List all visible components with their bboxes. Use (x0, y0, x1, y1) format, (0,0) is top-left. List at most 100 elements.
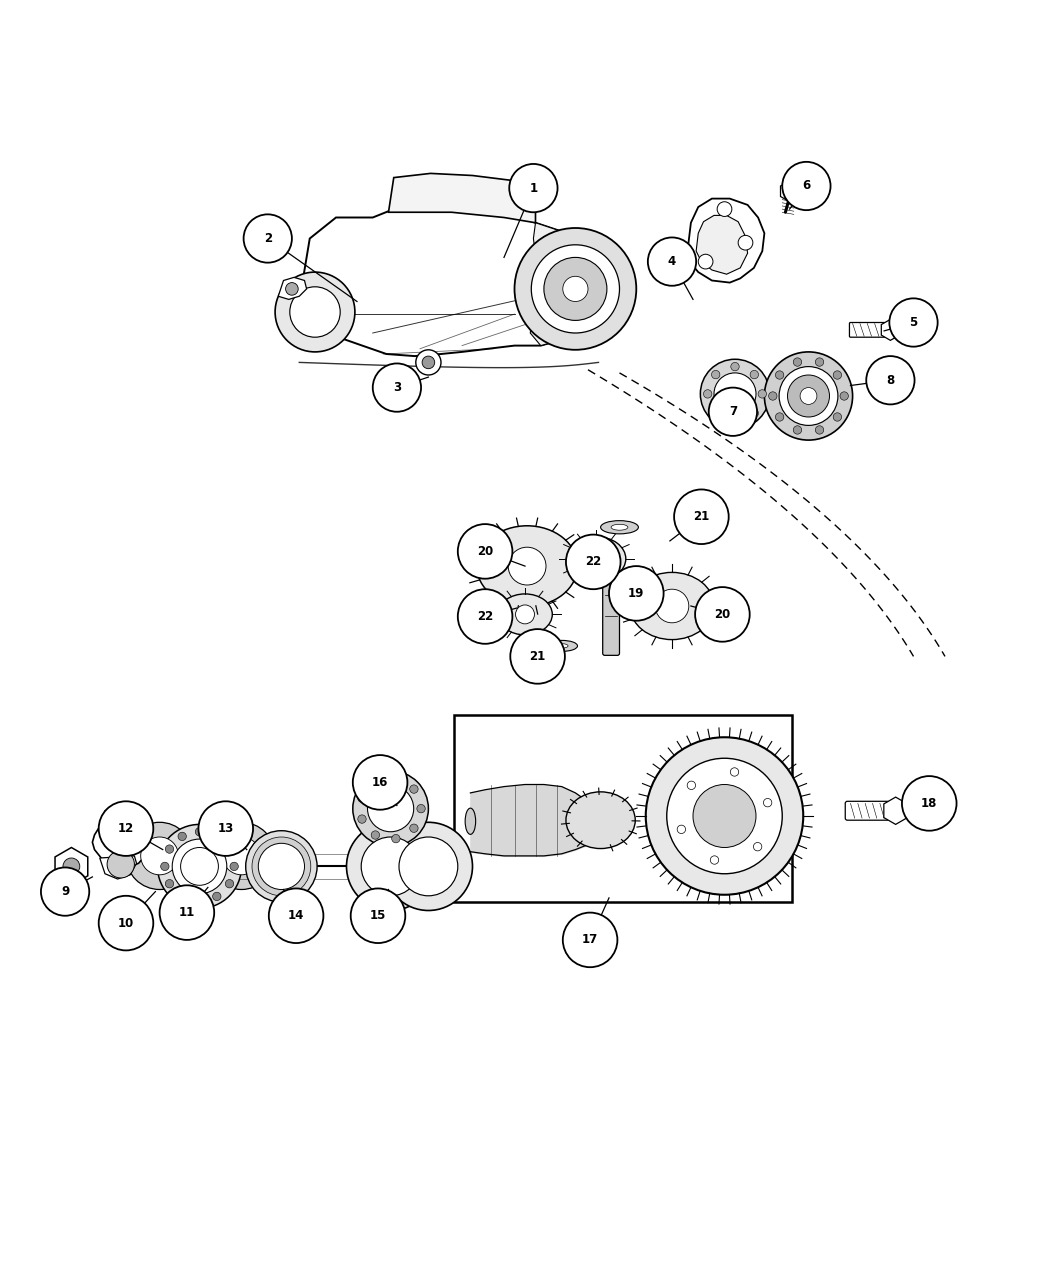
Text: 17: 17 (582, 933, 598, 946)
Circle shape (563, 277, 588, 301)
Polygon shape (100, 856, 136, 878)
Circle shape (750, 371, 758, 379)
Circle shape (793, 426, 801, 435)
Text: 13: 13 (217, 822, 234, 835)
Circle shape (834, 371, 842, 379)
Circle shape (710, 856, 718, 864)
Text: 9: 9 (61, 885, 69, 898)
Circle shape (712, 409, 720, 417)
Text: 21: 21 (529, 650, 546, 663)
Circle shape (510, 629, 565, 683)
Text: 20: 20 (714, 608, 731, 621)
Circle shape (714, 372, 756, 414)
Circle shape (177, 892, 187, 900)
Circle shape (458, 524, 512, 579)
Circle shape (458, 589, 512, 644)
Ellipse shape (498, 594, 552, 635)
Ellipse shape (567, 537, 626, 581)
Circle shape (586, 548, 607, 569)
Circle shape (223, 836, 260, 875)
Circle shape (731, 417, 739, 426)
Circle shape (353, 771, 428, 847)
Circle shape (800, 388, 817, 404)
FancyBboxPatch shape (603, 567, 620, 655)
Circle shape (738, 236, 753, 250)
Circle shape (161, 862, 169, 871)
Circle shape (226, 845, 234, 853)
Circle shape (372, 831, 380, 839)
Text: 3: 3 (393, 381, 401, 394)
FancyBboxPatch shape (849, 323, 885, 337)
Circle shape (160, 885, 214, 940)
Text: 18: 18 (921, 797, 938, 810)
Circle shape (834, 413, 842, 421)
Circle shape (373, 363, 421, 412)
Circle shape (563, 913, 617, 968)
Circle shape (99, 801, 153, 856)
Circle shape (866, 356, 915, 404)
Text: 6: 6 (802, 180, 811, 193)
Polygon shape (686, 199, 764, 283)
Circle shape (782, 162, 831, 210)
Circle shape (275, 272, 355, 352)
Ellipse shape (611, 524, 628, 530)
Text: 2: 2 (264, 232, 272, 245)
Ellipse shape (477, 525, 578, 607)
Circle shape (361, 836, 420, 896)
Circle shape (126, 822, 193, 890)
Text: 10: 10 (118, 917, 134, 929)
Circle shape (181, 848, 218, 885)
Circle shape (372, 778, 380, 787)
Polygon shape (388, 173, 536, 223)
Circle shape (769, 391, 777, 400)
Polygon shape (92, 821, 149, 868)
Circle shape (410, 785, 418, 793)
Circle shape (764, 352, 853, 440)
Circle shape (417, 805, 425, 813)
Circle shape (208, 822, 275, 890)
Circle shape (698, 254, 713, 269)
Circle shape (758, 390, 766, 398)
Text: 22: 22 (585, 556, 602, 569)
Circle shape (252, 836, 311, 896)
Circle shape (226, 880, 234, 887)
Circle shape (544, 258, 607, 320)
Circle shape (674, 490, 729, 544)
Polygon shape (294, 205, 601, 356)
Circle shape (609, 566, 664, 621)
Circle shape (165, 880, 173, 887)
Circle shape (775, 413, 783, 421)
Circle shape (258, 843, 304, 890)
Circle shape (775, 371, 783, 379)
Ellipse shape (465, 808, 476, 834)
Circle shape (358, 794, 366, 802)
Circle shape (212, 892, 220, 900)
Circle shape (646, 737, 803, 895)
Circle shape (667, 759, 782, 873)
Circle shape (840, 391, 848, 400)
Circle shape (816, 426, 824, 435)
Circle shape (172, 839, 227, 894)
Circle shape (566, 534, 621, 589)
Text: 20: 20 (477, 544, 493, 558)
Circle shape (700, 360, 770, 428)
Circle shape (889, 298, 938, 347)
Circle shape (165, 845, 173, 853)
Text: 21: 21 (693, 510, 710, 523)
Circle shape (286, 283, 298, 296)
Circle shape (712, 371, 720, 379)
Circle shape (290, 287, 340, 337)
Circle shape (788, 375, 830, 417)
Circle shape (754, 843, 762, 850)
Circle shape (709, 388, 757, 436)
Circle shape (902, 776, 957, 831)
Circle shape (677, 825, 686, 834)
Ellipse shape (601, 520, 638, 534)
Circle shape (141, 836, 179, 875)
Circle shape (346, 822, 435, 910)
Circle shape (750, 409, 758, 417)
Polygon shape (100, 806, 136, 829)
Circle shape (198, 801, 253, 856)
Ellipse shape (546, 640, 578, 652)
Circle shape (508, 547, 546, 585)
